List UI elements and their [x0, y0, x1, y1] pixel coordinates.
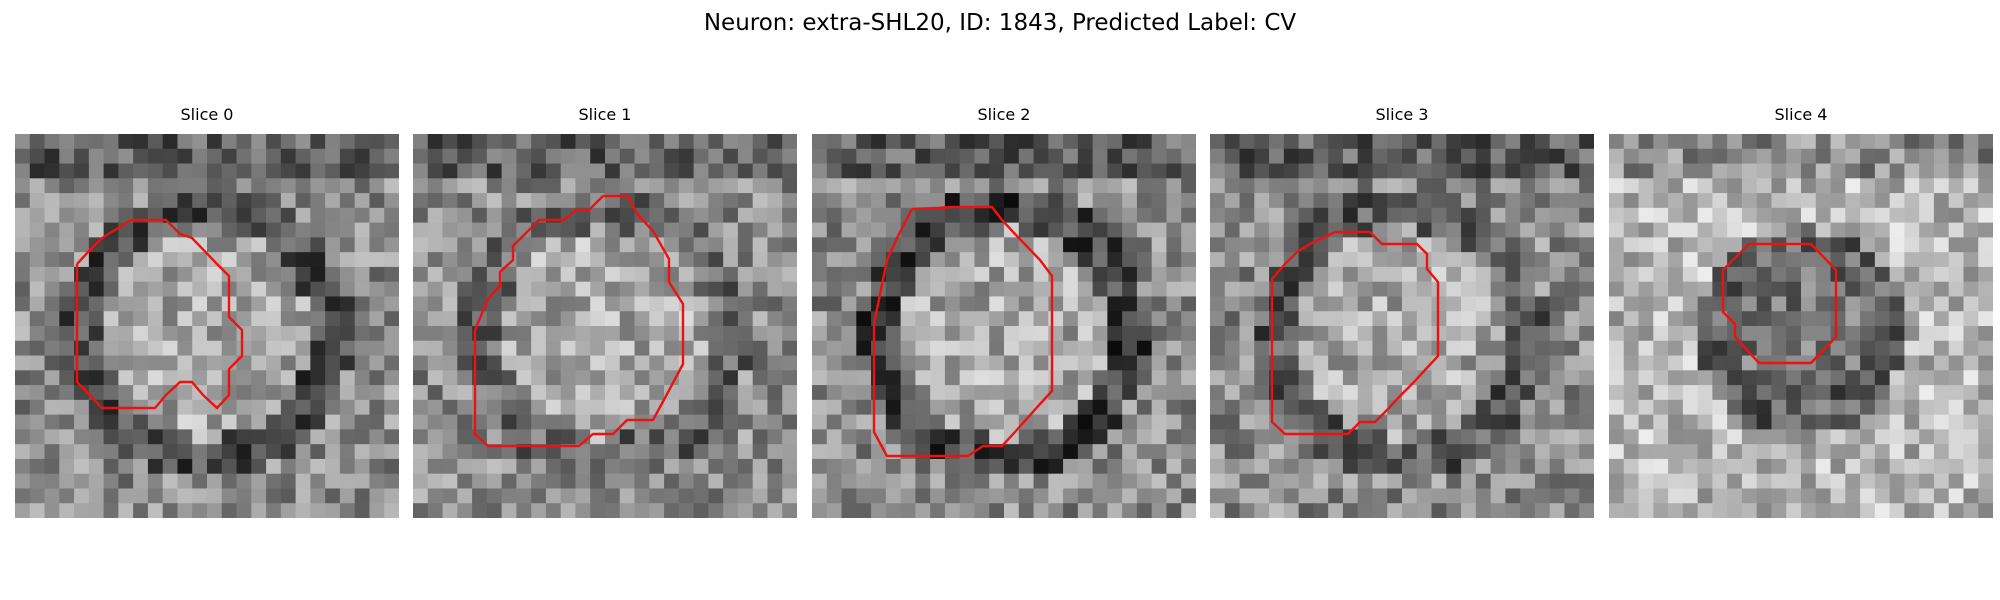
cell-contour [1721, 242, 1838, 365]
cell-contour [1270, 230, 1440, 436]
slice-image-1 [413, 134, 797, 518]
slice-title-2: Slice 2 [977, 105, 1031, 124]
slice-panel-2: Slice 2 [812, 105, 1196, 518]
cell-contour [75, 218, 244, 410]
slice-panel-1: Slice 1 [413, 105, 797, 518]
slice-title-1: Slice 1 [578, 105, 632, 124]
micrograph-pixels [812, 134, 1196, 518]
micrograph-pixels [413, 134, 797, 518]
cell-contour [872, 205, 1054, 458]
slice-panel-0: Slice 0 [15, 105, 399, 518]
slice-image-0 [15, 134, 399, 518]
figure-title: Neuron: extra-SHL20, ID: 1843, Predicted… [703, 10, 1297, 36]
slice-panel-3: Slice 3 [1210, 105, 1594, 518]
slice-title-0: Slice 0 [180, 105, 234, 124]
slice-title-4: Slice 4 [1774, 105, 1828, 124]
micrograph-pixels [1609, 134, 1993, 518]
cell-contour [473, 194, 685, 448]
micrograph-pixels [15, 134, 399, 518]
slice-image-3 [1210, 134, 1594, 518]
slice-panel-4: Slice 4 [1609, 105, 1993, 518]
micrograph-pixels [1210, 134, 1594, 518]
slice-title-3: Slice 3 [1375, 105, 1429, 124]
slice-image-4 [1609, 134, 1993, 518]
slice-image-2 [812, 134, 1196, 518]
